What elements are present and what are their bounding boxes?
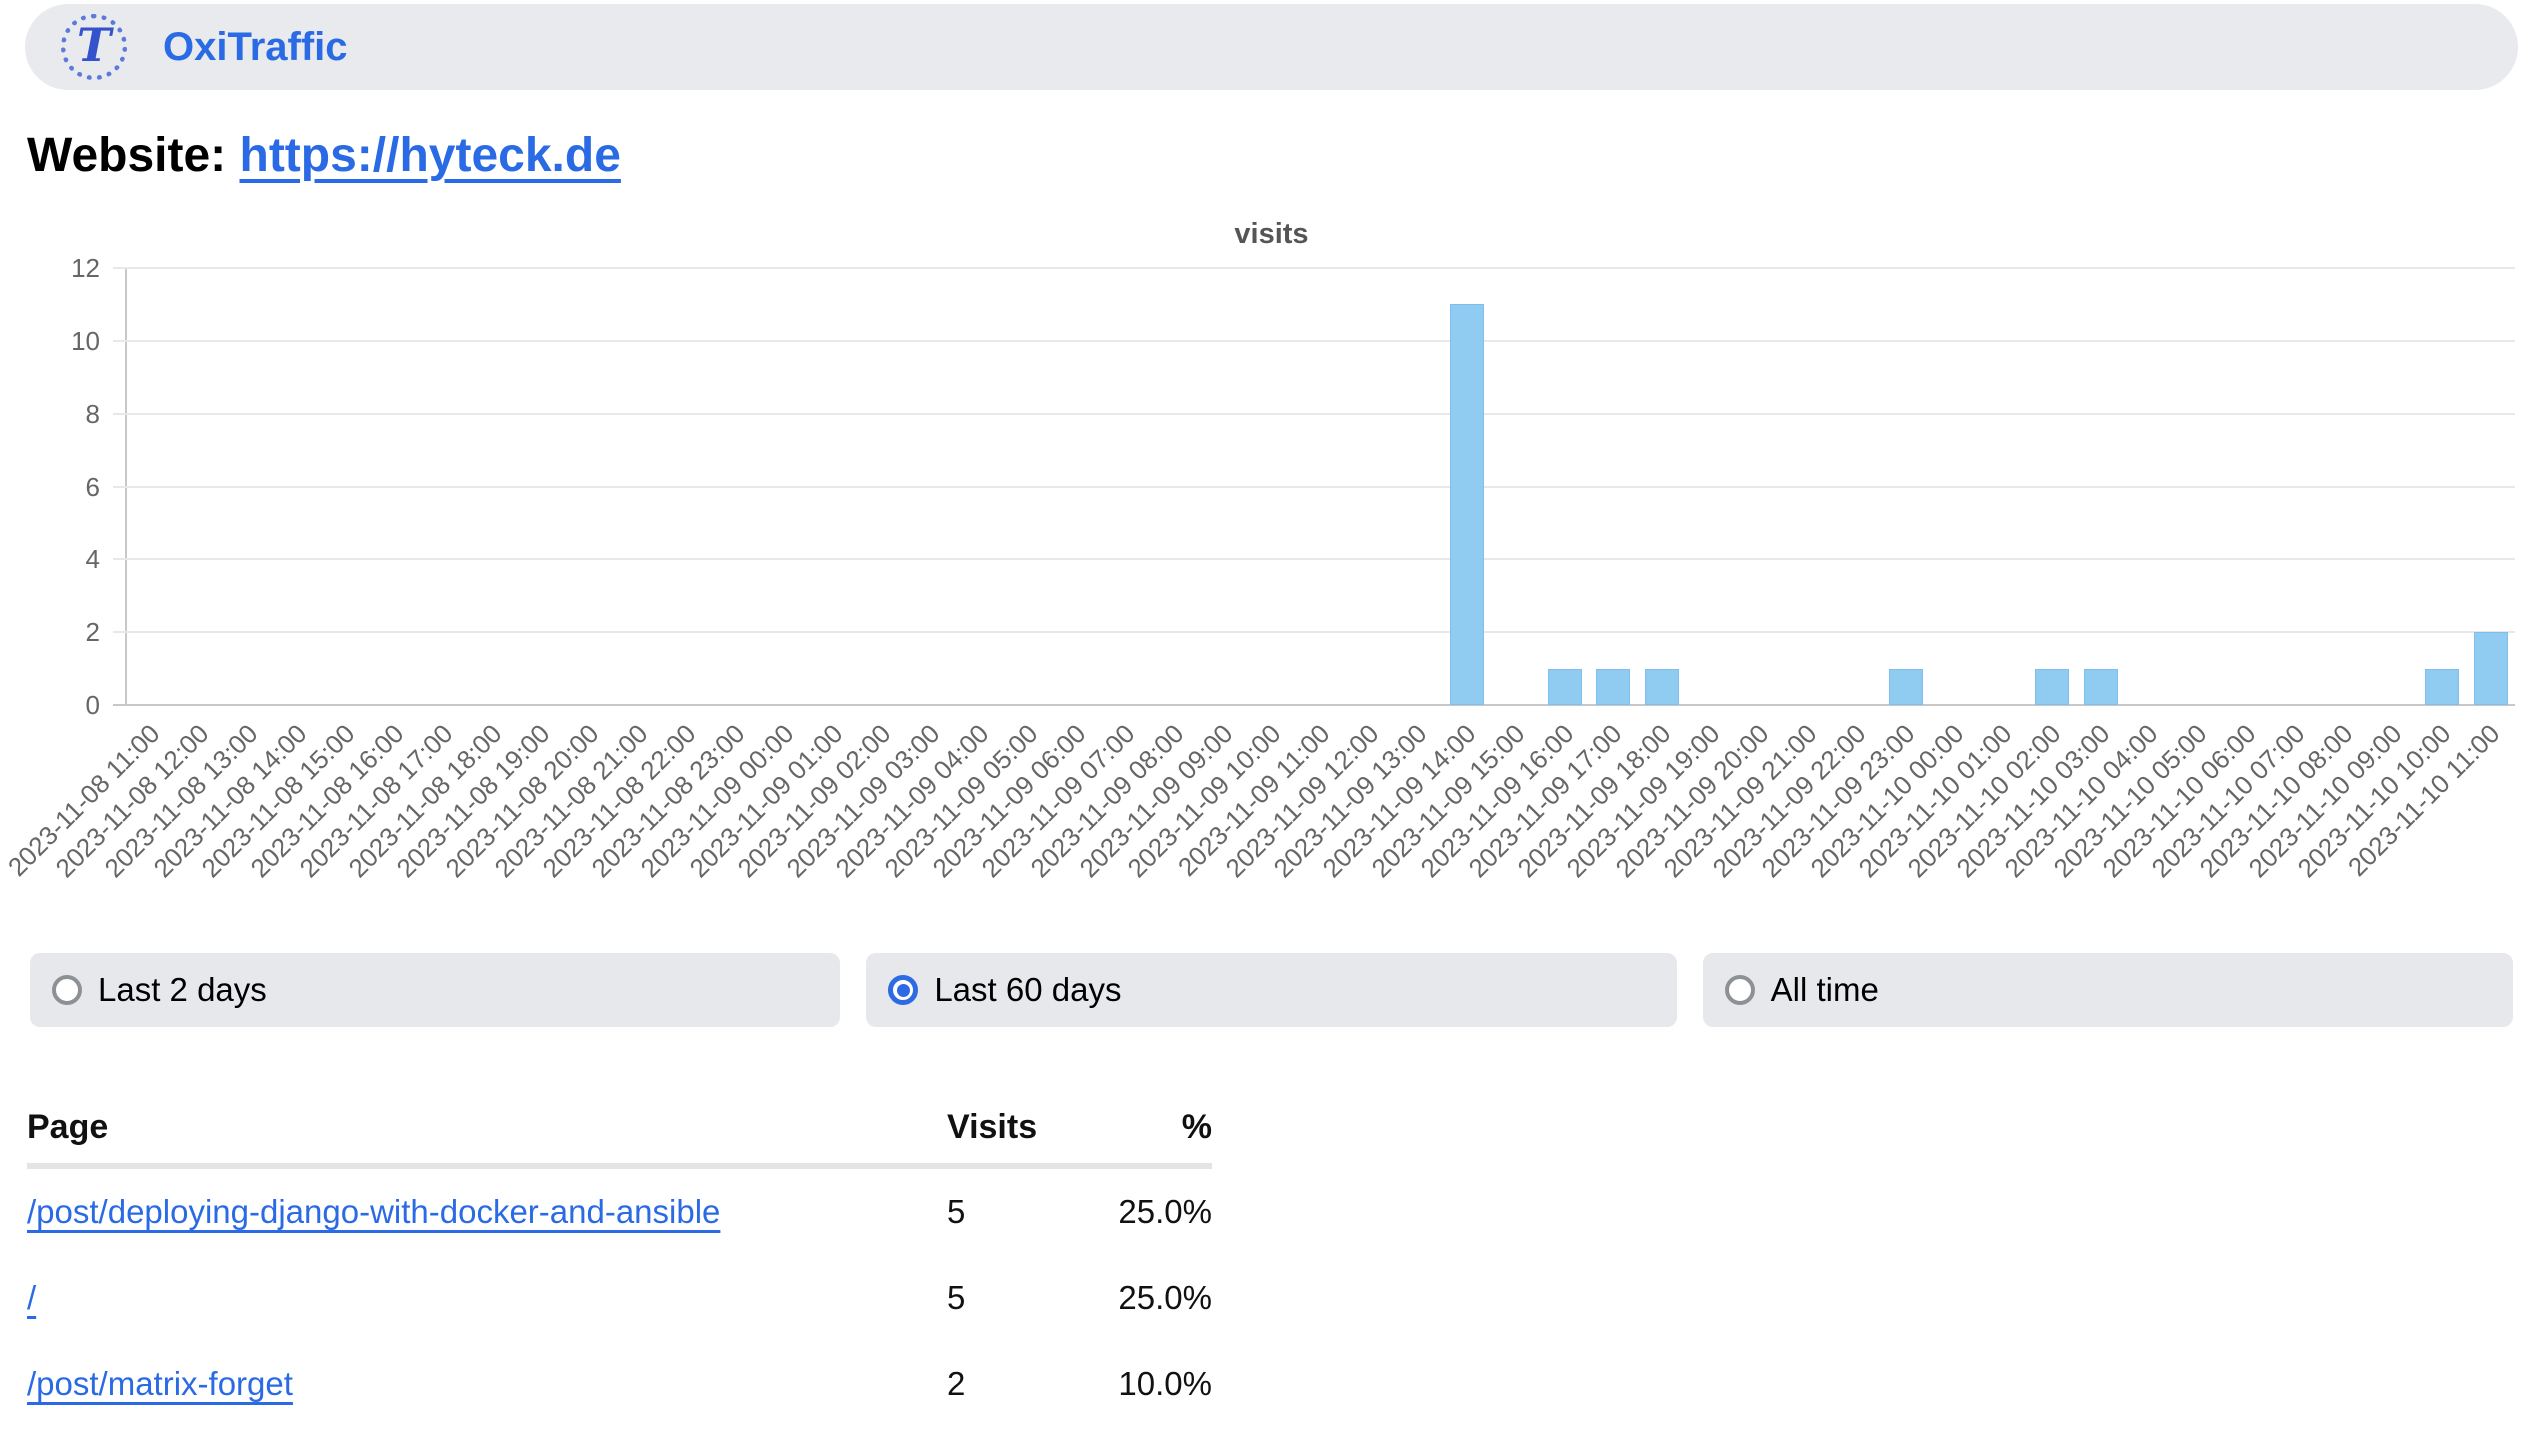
cell-page: / bbox=[27, 1255, 947, 1341]
y-tick-label-8: 8 bbox=[85, 398, 100, 429]
website-link[interactable]: https://hyteck.de bbox=[239, 129, 621, 182]
y-tick-label-6: 6 bbox=[85, 471, 100, 502]
cell-percent: 25.0% bbox=[1118, 1279, 1212, 1316]
visits-chart: visits 0 2 4 6 8 10 12 2023-11-08 11:00 2023-11-… bbox=[0, 200, 2543, 948]
y-tick-label-10: 10 bbox=[71, 325, 100, 356]
radio-checked-icon[interactable] bbox=[888, 975, 919, 1005]
filter-option-all-time[interactable]: All time bbox=[1702, 953, 2513, 1027]
column-header-page: Page bbox=[27, 1108, 947, 1169]
gridline-y-0 bbox=[113, 704, 2515, 706]
page-link[interactable]: /post/matrix-forget bbox=[27, 1365, 293, 1402]
filter-label[interactable]: Last 60 days bbox=[934, 971, 1122, 1008]
column-header-percent: % bbox=[1097, 1108, 1212, 1169]
filter-label[interactable]: All time bbox=[1770, 971, 1879, 1008]
logo-letter: T bbox=[76, 18, 112, 72]
bar-2023-11-10 03:00 bbox=[2083, 668, 2118, 705]
bar-2023-11-09 16:00 bbox=[1547, 668, 1582, 705]
cell-page: /post/deploying-django-with-docker-and-a… bbox=[27, 1166, 947, 1255]
table-row: /post/matrix-forget 2 10.0% bbox=[27, 1341, 1212, 1427]
table-header-row: Page Visits % bbox=[27, 1108, 1212, 1169]
bar-2023-11-09 14:00 bbox=[1450, 304, 1485, 705]
plot-area: 0 2 4 6 8 10 12 2023-11-08 11:00 2023-11-08 12:0… bbox=[2, 255, 2515, 883]
pages-table: Page Visits % /post/deploying-django-wit… bbox=[27, 1108, 1212, 1427]
oxitraffic-logo-icon: T bbox=[61, 14, 127, 80]
radio-unchecked-icon[interactable] bbox=[1724, 975, 1755, 1005]
cell-page: /post/matrix-forget bbox=[27, 1341, 947, 1427]
table-row: /post/deploying-django-with-docker-and-a… bbox=[27, 1166, 1212, 1255]
table-row: / 5 25.0% bbox=[27, 1255, 1212, 1341]
page-link[interactable]: /post/deploying-django-with-docker-and-a… bbox=[27, 1193, 721, 1230]
gridline-y-12 bbox=[113, 267, 2515, 269]
y-tick-label-12: 12 bbox=[71, 253, 100, 283]
bar-2023-11-09 17:00 bbox=[1596, 668, 1631, 705]
table-body: /post/deploying-django-with-docker-and-a… bbox=[27, 1166, 1212, 1427]
bar-2023-11-09 23:00 bbox=[1888, 668, 1923, 705]
gridline-y-6 bbox=[113, 485, 2515, 488]
bar-2023-11-10 10:00 bbox=[2424, 668, 2459, 705]
radio-dot bbox=[896, 983, 910, 997]
app-title[interactable]: OxiTraffic bbox=[163, 24, 348, 69]
gridline-y-10 bbox=[113, 339, 2515, 342]
gridline-y-2 bbox=[113, 631, 2515, 634]
gridline-y-4 bbox=[113, 558, 2515, 561]
y-tick-label-4: 4 bbox=[85, 544, 100, 575]
website-heading: Website: https://hyteck.de bbox=[27, 128, 621, 183]
bar-2023-11-10 11:00 bbox=[2473, 632, 2508, 705]
radio-unchecked-icon[interactable] bbox=[52, 975, 82, 1005]
cell-visits: 5 bbox=[947, 1193, 966, 1230]
filter-option-last-2-days[interactable]: Last 2 days bbox=[30, 953, 841, 1027]
filter-label[interactable]: Last 2 days bbox=[98, 971, 267, 1008]
cell-visits: 5 bbox=[947, 1279, 966, 1316]
gridline-y-8 bbox=[113, 412, 2515, 415]
cell-percent: 25.0% bbox=[1118, 1193, 1212, 1230]
time-range-filters: Last 2 days Last 60 days All time bbox=[30, 953, 2513, 1027]
bar-2023-11-10 02:00 bbox=[2035, 668, 2070, 705]
bar-2023-11-09 18:00 bbox=[1645, 668, 1680, 705]
y-tick-label-0: 0 bbox=[85, 690, 100, 720]
y-tick-label-2: 2 bbox=[85, 617, 100, 648]
app-header: T OxiTraffic bbox=[25, 4, 2518, 90]
page-link[interactable]: / bbox=[27, 1279, 37, 1316]
website-label: Website: bbox=[27, 129, 227, 182]
chart-title: visits bbox=[1234, 218, 1309, 250]
column-header-visits: Visits bbox=[947, 1108, 1097, 1169]
filter-option-last-60-days[interactable]: Last 60 days bbox=[866, 953, 1677, 1027]
cell-percent: 10.0% bbox=[1118, 1365, 1212, 1402]
cell-visits: 2 bbox=[947, 1365, 966, 1402]
